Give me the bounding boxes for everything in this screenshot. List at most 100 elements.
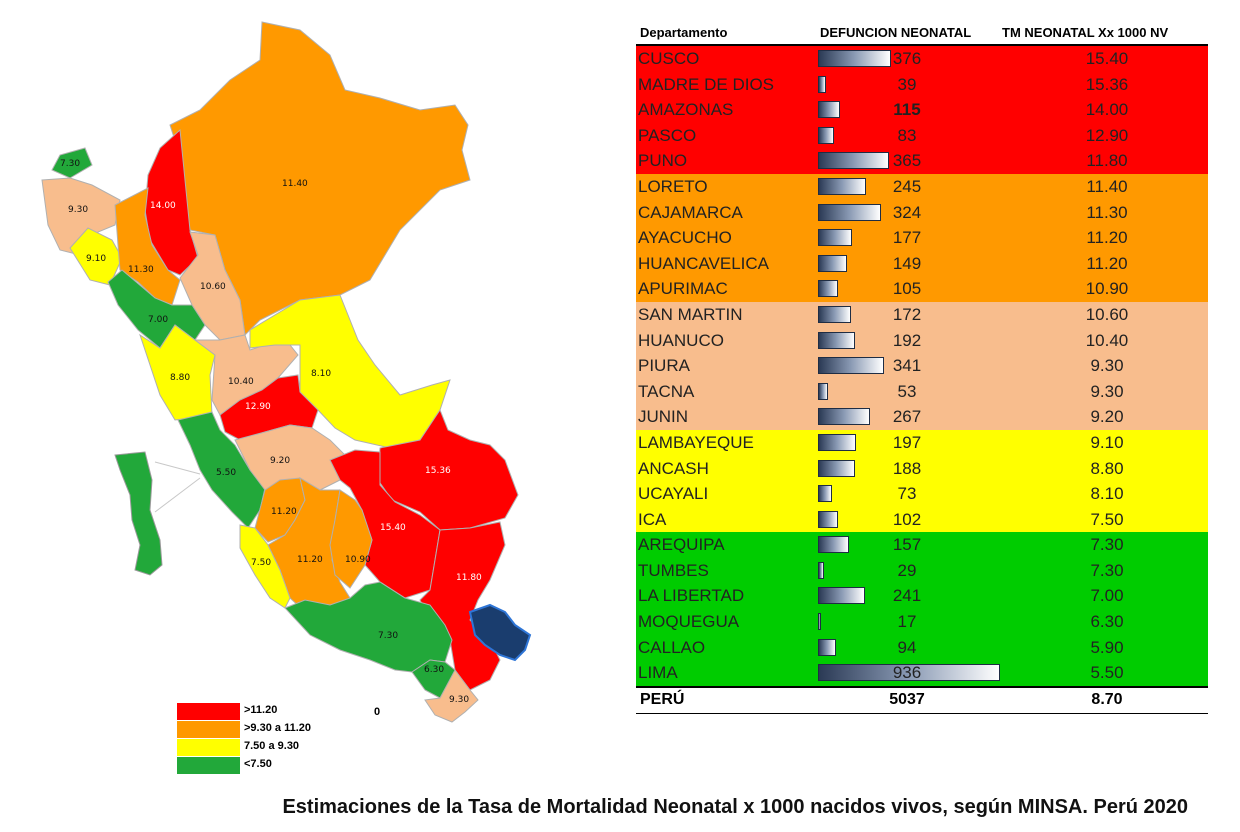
row-defuncion: 149 bbox=[892, 253, 922, 273]
table-header: Departamento DEFUNCION NEONATAL TM NEONA… bbox=[636, 22, 1208, 46]
defuncion-bar bbox=[818, 126, 834, 144]
table-row: PIURA 341 9.30 bbox=[636, 353, 1208, 379]
table-row: LORETO 245 11.40 bbox=[636, 173, 1208, 200]
label-madre-de-dios: 15.36 bbox=[425, 466, 451, 476]
row-tm-neonatal: 9.30 bbox=[1090, 356, 1124, 376]
row-defuncion: 188 bbox=[892, 458, 922, 478]
row-defuncion: 245 bbox=[892, 176, 922, 196]
region-tacna[interactable] bbox=[424, 669, 479, 723]
row-tm-neonatal: 7.00 bbox=[1090, 586, 1124, 606]
region-huanuco[interactable] bbox=[193, 334, 299, 416]
row-departamento: TACNA bbox=[638, 381, 695, 401]
row-defuncion: 73 bbox=[897, 484, 917, 504]
row-departamento: PUNO bbox=[638, 151, 688, 171]
figure-caption: Estimaciones de la Tasa de Mortalidad Ne… bbox=[0, 796, 1240, 819]
row-tm-neonatal: 5.50 bbox=[1090, 663, 1124, 683]
defuncion-bar bbox=[818, 152, 889, 170]
defuncion-bar bbox=[818, 408, 870, 426]
defuncion-bar bbox=[818, 536, 849, 554]
row-tm-neonatal: 9.10 bbox=[1090, 432, 1124, 452]
table-row: CUSCO 376 15.40 bbox=[636, 46, 1208, 72]
defuncion-bar bbox=[818, 101, 840, 119]
legend-item: >11.20 bbox=[177, 703, 437, 720]
table-row: LAMBAYEQUE 197 9.10 bbox=[636, 429, 1208, 456]
row-defuncion: 192 bbox=[892, 330, 922, 350]
region-la-libertad[interactable] bbox=[107, 269, 206, 349]
defuncion-bar bbox=[818, 280, 838, 298]
region-ancash[interactable] bbox=[139, 324, 216, 421]
label-pasco: 12.90 bbox=[245, 402, 271, 412]
row-departamento: MOQUEGUA bbox=[638, 612, 740, 632]
header-defuncion: DEFUNCION NEONATAL bbox=[820, 25, 972, 40]
label-huancavelica: 11.20 bbox=[271, 507, 297, 517]
defuncion-bar bbox=[818, 587, 865, 605]
label-arequipa: 7.30 bbox=[378, 631, 398, 641]
label-tacna: 9.30 bbox=[449, 695, 469, 705]
table-row: CAJAMARCA 324 11.30 bbox=[636, 199, 1208, 226]
table-row: SAN MARTIN 172 10.60 bbox=[636, 301, 1208, 328]
row-defuncion: 241 bbox=[892, 586, 922, 606]
row-departamento: JUNIN bbox=[638, 407, 689, 427]
row-defuncion: 324 bbox=[892, 202, 922, 222]
legend-item: <7.50 bbox=[177, 757, 437, 774]
table-row: AREQUIPA 157 7.30 bbox=[636, 532, 1208, 558]
region-puno[interactable] bbox=[419, 521, 506, 691]
row-defuncion: 53 bbox=[897, 381, 917, 401]
row-tm-neonatal: 11.30 bbox=[1086, 202, 1128, 222]
label-cajamarca: 11.30 bbox=[128, 265, 154, 275]
defuncion-bar bbox=[818, 613, 821, 631]
table-body: CUSCO 376 15.40 MADRE DE DIOS 39 15.36 AMAZONA… bbox=[636, 46, 1208, 686]
row-departamento: AREQUIPA bbox=[638, 535, 725, 555]
legend-label: 7.50 a 9.30 bbox=[244, 740, 300, 752]
row-tm-neonatal: 9.20 bbox=[1090, 407, 1124, 427]
table-row: ICA 102 7.50 bbox=[636, 506, 1208, 533]
row-defuncion: 157 bbox=[892, 535, 922, 555]
region-callao-inset[interactable] bbox=[114, 451, 163, 576]
row-defuncion: 83 bbox=[897, 125, 917, 145]
region-madre-de-dios[interactable] bbox=[377, 408, 519, 531]
row-tm-neonatal: 7.30 bbox=[1090, 560, 1124, 580]
legend-item: 7.50 a 9.30 bbox=[177, 739, 437, 756]
table-row: PUNO 365 11.80 bbox=[636, 148, 1208, 174]
row-defuncion: 341 bbox=[892, 356, 922, 376]
defuncion-bar bbox=[818, 203, 881, 221]
row-tm-neonatal: 9.30 bbox=[1090, 381, 1124, 401]
region-apurimac[interactable] bbox=[329, 489, 373, 589]
row-tm-neonatal: 7.30 bbox=[1090, 535, 1124, 555]
label-la-libertad: 7.00 bbox=[148, 315, 168, 325]
label-amazonas: 14.00 bbox=[150, 201, 176, 211]
row-departamento: CALLAO bbox=[638, 637, 706, 657]
row-departamento: LAMBAYEQUE bbox=[638, 432, 754, 452]
region-piura[interactable] bbox=[41, 177, 121, 256]
row-tm-neonatal: 11.20 bbox=[1086, 228, 1128, 248]
defuncion-bar bbox=[818, 510, 838, 528]
legend-extra-value: 0 bbox=[374, 706, 381, 718]
row-defuncion: 177 bbox=[892, 228, 922, 248]
row-departamento: LA LIBERTAD bbox=[638, 586, 745, 606]
region-tumbes[interactable] bbox=[51, 147, 93, 179]
label-moquegua: 6.30 bbox=[424, 665, 444, 675]
row-defuncion: 102 bbox=[892, 509, 922, 529]
row-departamento: AMAZONAS bbox=[638, 100, 734, 120]
defuncion-bar bbox=[818, 177, 866, 195]
row-departamento: PIURA bbox=[638, 356, 690, 376]
table-row: MADRE DE DIOS 39 15.36 bbox=[636, 71, 1208, 98]
legend-swatch bbox=[177, 739, 240, 756]
row-departamento: ICA bbox=[638, 509, 667, 529]
legend-swatch bbox=[177, 757, 240, 774]
row-tm-neonatal: 10.40 bbox=[1085, 330, 1129, 350]
total-defuncion: 5037 bbox=[889, 690, 925, 708]
region-arequipa[interactable] bbox=[284, 581, 453, 673]
table-row: LA LIBERTAD 241 7.00 bbox=[636, 583, 1208, 610]
header-tm: TM NEONATAL Xx 1000 NV bbox=[1002, 25, 1169, 40]
row-tm-neonatal: 5.90 bbox=[1090, 637, 1124, 657]
row-tm-neonatal: 11.80 bbox=[1086, 151, 1128, 171]
row-defuncion: 197 bbox=[892, 432, 922, 452]
label-ancash: 8.80 bbox=[170, 373, 190, 383]
region-ica[interactable] bbox=[239, 524, 291, 609]
row-departamento: TUMBES bbox=[638, 560, 709, 580]
row-departamento: CUSCO bbox=[638, 49, 700, 68]
label-apurimac: 10.90 bbox=[345, 555, 371, 565]
region-cajamarca[interactable] bbox=[114, 187, 181, 306]
row-departamento: SAN MARTIN bbox=[638, 304, 743, 324]
